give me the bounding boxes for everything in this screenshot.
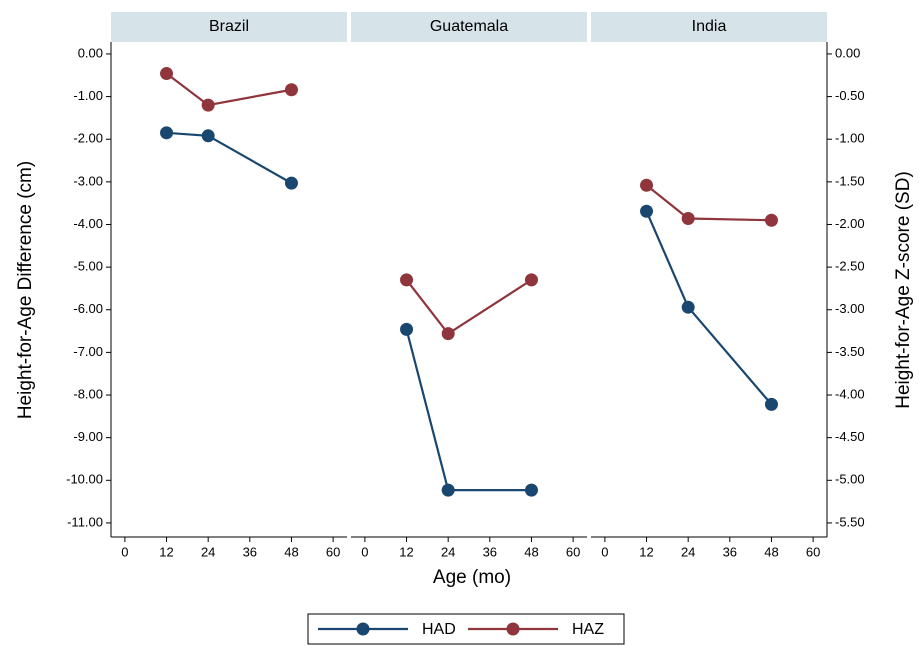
y-tick-label: -9.00 [73,429,103,444]
y2-tick-label: -3.50 [835,344,865,359]
y-axis-title: Height-for-Age Difference (cm) [15,161,36,419]
x-tick-label: 0 [121,544,128,559]
x-tick-label: 60 [806,544,820,559]
panel-title: Guatemala [430,18,508,35]
y-tick-label: -11.00 [67,514,103,529]
y2-tick-label: -1.00 [835,131,865,146]
x-tick-label: 12 [399,544,413,559]
y2-axis-title: Height-for-Age Z-score (SD) [893,171,914,409]
y-tick-label: -2.00 [73,131,103,146]
x-tick-label: 0 [601,544,608,559]
y-tick-label: -1.00 [73,88,103,103]
y2-tick-label: -0.50 [835,88,865,103]
point [201,98,215,112]
strip [111,12,347,42]
point [640,204,654,218]
y2-tick-label: -3.00 [835,301,865,316]
x-tick-label: 60 [326,544,340,559]
y-tick-label: -5.00 [73,259,103,274]
strip [591,12,827,42]
point [524,273,538,287]
point [284,83,298,97]
point [681,212,695,226]
y2-tick-label: -1.50 [835,173,865,188]
point [400,273,414,287]
legend-marker [356,622,370,636]
point [441,327,455,341]
legend-label: HAZ [572,621,604,638]
y2-tick-label: -5.00 [835,472,865,487]
x-tick-label: 48 [284,544,298,559]
x-tick-label: 48 [764,544,778,559]
x-tick-label: 36 [483,544,497,559]
y2-tick-label: -4.50 [835,429,865,444]
point [524,483,538,497]
x-tick-label: 24 [681,544,695,559]
y-tick-label: -3.00 [73,173,103,188]
x-tick-label: 12 [159,544,173,559]
x-tick-label: 24 [201,544,215,559]
y-tick-label: -10.00 [66,472,103,487]
y-tick-label: 0.00 [78,45,103,60]
y2-tick-label: -5.50 [835,514,865,529]
point [284,176,298,190]
x-tick-label: 0 [361,544,368,559]
panel-title: India [692,18,727,35]
point [681,300,695,314]
legend-label: HAD [422,621,456,638]
y2-tick-label: -2.00 [835,216,865,231]
x-tick-label: 24 [441,544,455,559]
point [764,397,778,411]
point [201,129,215,143]
series-line [645,184,772,222]
panel-title: Brazil [209,18,249,35]
point [640,178,654,192]
series-line [405,278,533,336]
strip [351,12,587,42]
point [160,126,174,140]
y2-tick-label: -4.00 [835,386,865,401]
x-tick-label: 12 [639,544,653,559]
point [160,67,174,81]
y-tick-label: -8.00 [73,386,103,401]
y2-tick-label: -2.50 [835,259,865,274]
x-tick-label: 36 [243,544,257,559]
y-tick-label: -4.00 [73,216,103,231]
y-tick-label: -7.00 [73,344,103,359]
point [400,322,414,336]
y-tick-label: -6.00 [73,301,103,316]
point [764,213,778,227]
x-tick-label: 60 [566,544,580,559]
series-line [645,210,773,406]
x-axis-title: Age (mo) [433,567,511,588]
x-tick-label: 36 [723,544,737,559]
series-line [405,329,532,492]
legend-marker [506,622,520,636]
y2-tick-label: 0.00 [835,45,860,60]
series-line [166,131,293,185]
series-line [165,72,292,107]
point [441,483,455,497]
x-tick-label: 48 [524,544,538,559]
